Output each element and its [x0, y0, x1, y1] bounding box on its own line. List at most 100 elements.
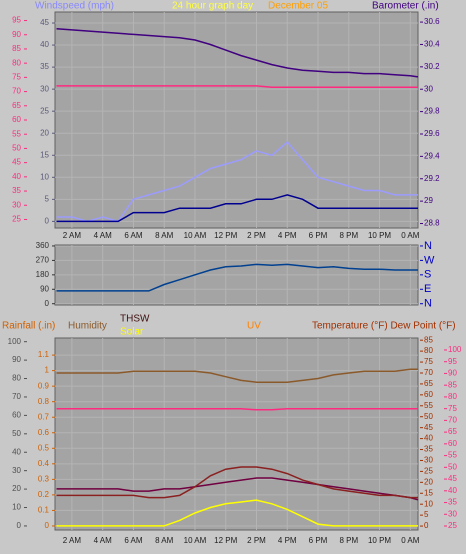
y-tick-label: 10 — [12, 503, 21, 512]
y-tick-label: 80 — [12, 58, 21, 67]
y-tick-label: 60 — [12, 115, 21, 124]
x-tick-label: 4 PM — [278, 536, 297, 545]
y-tick-label: 30.2 — [424, 62, 440, 71]
y-tick-label: 30 — [424, 456, 433, 465]
y-tick-label: 0 — [424, 521, 429, 530]
y-tick-label: 5 — [424, 510, 429, 519]
y-tick-label: 95 — [12, 16, 21, 25]
y-tick-label: 55 — [12, 129, 21, 138]
y-tick-label: 40 — [40, 40, 49, 49]
series-line — [56, 477, 419, 501]
y-tick-label: 60 — [424, 390, 433, 399]
y-tick-label: 75 — [424, 357, 433, 366]
uv-label: UV — [247, 321, 261, 332]
y-tick-label: 0.2 — [38, 490, 50, 499]
y-tick-label: 270 — [36, 256, 50, 265]
y-tick-label: 30.6 — [424, 17, 440, 26]
series-line — [56, 194, 418, 223]
x-tick-label: 4 AM — [94, 231, 113, 240]
rain-axis-label: Rainfall (.in) — [2, 321, 55, 332]
y-tick-label: 60 — [448, 439, 457, 448]
x-tick-label: 0 AM — [401, 231, 420, 240]
series-line — [56, 263, 418, 292]
y-tick-label: 20 — [424, 477, 433, 486]
x-tick-label: 8 AM — [155, 536, 174, 545]
x-tick-label: 2 AM — [63, 536, 82, 545]
x-tick-label: 2 AM — [63, 231, 82, 240]
y-tick-label: 50 — [448, 462, 457, 471]
y-tick-label: S — [424, 269, 431, 281]
x-tick-label: 4 PM — [278, 231, 297, 240]
y-tick-label: 35 — [424, 445, 433, 454]
plot-area — [54, 11, 419, 229]
legend-humidity: Humidity — [68, 321, 107, 332]
y-tick-label: 0.6 — [38, 428, 50, 437]
y-tick-label: 90 — [12, 355, 21, 364]
y-tick-label: 80 — [424, 346, 433, 355]
x-tick-label: 6 AM — [124, 536, 143, 545]
series-line — [56, 85, 418, 89]
y-tick-label: 10 — [40, 172, 49, 181]
x-tick-label: 10 AM — [184, 231, 207, 240]
y-tick-label: 1.1 — [38, 350, 50, 359]
y-tick-label: 75 — [448, 404, 457, 413]
y-tick-label: 50 — [12, 144, 21, 153]
y-tick-label: 55 — [424, 401, 433, 410]
x-tick-label: 6 PM — [309, 536, 328, 545]
y-tick-label: 0.8 — [38, 397, 50, 406]
legend-solar: Solar — [120, 327, 144, 338]
y-tick-label: 90 — [40, 284, 49, 293]
y-tick-label: 0 — [45, 521, 50, 530]
y-tick-label: 0.9 — [38, 381, 50, 390]
y-tick-label: 45 — [424, 423, 433, 432]
y-tick-label: 30 — [12, 466, 21, 475]
y-tick-label: 15 — [424, 488, 433, 497]
y-tick-label: E — [424, 283, 431, 295]
x-tick-label: 2 PM — [247, 536, 266, 545]
y-tick-label: 35 — [448, 498, 457, 507]
y-tick-label: 50 — [12, 429, 21, 438]
y-tick-label: 0.7 — [38, 412, 50, 421]
x-tick-label: 12 PM — [214, 536, 237, 545]
series-line — [56, 466, 418, 499]
x-tick-label: 6 PM — [309, 231, 328, 240]
y-tick-label: 30 — [424, 84, 433, 93]
x-tick-label: 12 PM — [214, 231, 237, 240]
y-tick-label: 85 — [12, 44, 21, 53]
y-tick-label: 29.8 — [424, 107, 440, 116]
x-tick-label: 8 AM — [155, 231, 174, 240]
y-tick-label: 35 — [12, 186, 21, 195]
y-tick-label: N — [424, 240, 432, 252]
y-tick-label: 10 — [424, 499, 433, 508]
y-tick-label: 65 — [448, 427, 457, 436]
y-tick-label: W — [424, 254, 435, 266]
y-tick-label: 40 — [12, 172, 21, 181]
y-tick-label: 20 — [40, 128, 49, 137]
y-tick-label: 30 — [40, 84, 49, 93]
y-tick-label: 0 — [45, 216, 50, 225]
temperature-axis-label: Temperature (°F) Dew Point (°F) — [312, 321, 456, 332]
x-tick-label: 8 PM — [339, 536, 358, 545]
series-line — [56, 407, 418, 411]
y-tick-label: 70 — [12, 87, 21, 96]
y-tick-label: 30.4 — [424, 40, 440, 49]
x-tick-label: 10 PM — [368, 536, 391, 545]
y-tick-label: 35 — [40, 62, 49, 71]
y-tick-label: 40 — [12, 447, 21, 456]
y-tick-label: 55 — [448, 451, 457, 460]
y-tick-label: 0 — [45, 299, 50, 308]
y-tick-label: 90 — [448, 369, 457, 378]
y-tick-label: 60 — [12, 410, 21, 419]
x-tick-label: 8 PM — [339, 231, 358, 240]
y-tick-label: 25 — [424, 467, 433, 476]
y-tick-label: 1 — [45, 366, 50, 375]
x-tick-label: 6 AM — [124, 231, 143, 240]
y-tick-label: 30 — [12, 200, 21, 209]
y-tick-label: 70 — [448, 415, 457, 424]
y-tick-label: 0.5 — [38, 443, 50, 452]
y-tick-label: 25 — [448, 521, 457, 530]
series-line — [56, 28, 419, 78]
legend-thsw: THSW — [120, 314, 150, 325]
y-tick-label: 70 — [12, 392, 21, 401]
